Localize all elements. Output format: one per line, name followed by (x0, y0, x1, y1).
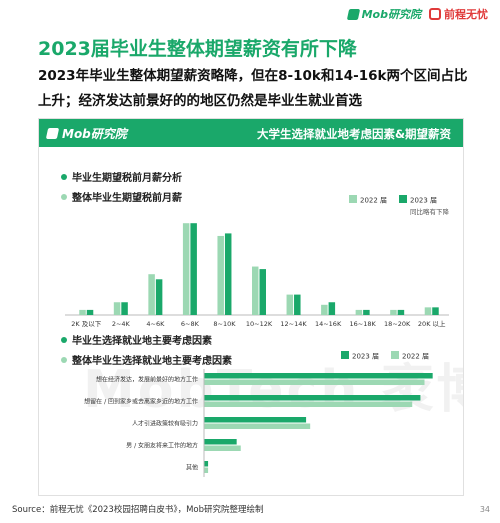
salary-tick-label: 4~6K (146, 320, 165, 328)
salary-chart: 2K 及以下 2~4K 4~6K 6~8K 8~10K 10~12K 12~14K 14~16… (65, 195, 450, 328)
page-title: 2023届毕业生整体期望薪资有所下降 (38, 38, 357, 60)
salary-bar (432, 307, 439, 315)
salary-chart-title: 整体毕业生期望税前月薪 (61, 189, 182, 204)
salary-bar (113, 302, 121, 315)
banner-logo: Mob研究院 (45, 125, 127, 142)
salary-tick-label: 20K 以上 (418, 319, 446, 328)
salary-tick-label: 2~4K (112, 320, 131, 328)
location-chart-title-text: 整体毕业生选择就业地主要考虑因素 (72, 356, 232, 367)
salary-bar (424, 307, 432, 315)
salary-bar (252, 266, 259, 315)
section-bullet-icon (61, 173, 67, 180)
salary-bar (355, 309, 363, 315)
salary-legend-label: 2023 届 (410, 197, 437, 205)
banner-logo-text: Mob研究院 (62, 127, 127, 141)
location-bar (204, 423, 311, 429)
location-legend-label: 2023 届 (352, 353, 379, 361)
location-bar (204, 379, 425, 385)
location-category-label: 人才引进政策较有吸引力 (132, 420, 198, 428)
qiancheng-logo: 前程无忧 (429, 6, 488, 22)
location-bar (204, 467, 209, 473)
qiancheng-logo-text: 前程无忧 (444, 8, 488, 21)
source-note: Source：前程无忧《2023校园招聘白皮书》，Mob研究院整理绘制 (12, 505, 264, 515)
page-subtitle: 2023年毕业生整体期望薪资略降，但在8-10k和14-16k两个区间占比上升；… (38, 68, 468, 109)
qiancheng-logo-icon (429, 8, 441, 20)
salary-bar (328, 302, 336, 315)
salary-tick-label: 14~16K (315, 320, 342, 328)
page-number: 34 (479, 505, 490, 514)
salary-tick-label: 16~18K (350, 320, 377, 328)
location-bar (204, 373, 433, 379)
mob-logo-icon (346, 8, 360, 20)
salary-section-label: 毕业生期望税前月薪分析 (72, 173, 182, 184)
mob-logo: Mob研究院 (346, 6, 421, 22)
salary-tick-label: 2K 及以下 (71, 320, 101, 328)
card-banner: Mob研究院 大学生选择就业地考虑因素&期望薪资 (39, 119, 463, 147)
salary-legend-note: 同比略有下降 (410, 207, 450, 216)
location-category-label: 男 / 女朋友将来工作的地方 (126, 442, 198, 450)
salary-chart-title-text: 整体毕业生期望税前月薪 (72, 193, 182, 204)
salary-bar (286, 294, 294, 315)
salary-bar (86, 309, 94, 315)
location-chart-title: 整体毕业生选择就业地主要考虑因素 (61, 352, 232, 367)
salary-legend-swatch (399, 195, 407, 203)
location-bar (204, 439, 237, 445)
watermark: MobTech 袤博 (83, 360, 464, 420)
salary-bar (390, 309, 397, 315)
salary-bar (224, 233, 232, 315)
location-bar (204, 401, 413, 407)
location-bar (204, 461, 209, 467)
salary-bar (155, 279, 163, 315)
salary-bar (148, 274, 155, 315)
salary-bar (363, 309, 370, 315)
salary-section-heading: 毕业生期望税前月薪分析 (61, 169, 182, 184)
salary-bar (217, 235, 224, 315)
location-bar (204, 395, 421, 401)
chart-card: Mob研究院 大学生选择就业地考虑因素&期望薪资 MobTech 袤博 毕业生期… (38, 118, 464, 496)
location-section-label: 毕业生选择就业地主要考虑因素 (72, 336, 212, 347)
salary-bar (397, 309, 405, 315)
salary-tick-label: 12~14K (280, 320, 307, 328)
location-category-label: 其他 (186, 464, 198, 472)
location-category-label: 想在经济发达，发展前景好的地方工作 (96, 376, 198, 384)
salary-legend-swatch (349, 195, 357, 203)
title-bullet-icon (61, 193, 67, 200)
location-legend-swatch (391, 351, 399, 359)
location-legend-swatch (341, 351, 349, 359)
salary-bar (121, 302, 128, 315)
banner-title: 大学生选择就业地考虑因素&期望薪资 (256, 127, 451, 141)
salary-tick-label: 8~10K (213, 320, 236, 328)
salary-legend-label: 2022 届 (360, 197, 387, 205)
location-section-heading: 毕业生选择就业地主要考虑因素 (61, 332, 212, 347)
location-legend-label: 2022 届 (402, 353, 429, 361)
mob-logo-text: Mob研究院 (361, 8, 421, 21)
salary-bar (294, 294, 301, 315)
salary-bar (259, 269, 266, 315)
location-bar (204, 445, 241, 451)
salary-tick-label: 10~12K (246, 320, 273, 328)
header-logos: Mob研究院 前程无忧 (346, 6, 488, 22)
salary-bar (190, 223, 197, 315)
location-bar (204, 417, 307, 423)
section-bullet-icon (61, 336, 67, 343)
salary-tick-label: 18~20K (384, 320, 411, 328)
banner-logo-icon (45, 128, 60, 139)
title-bullet-icon (61, 356, 67, 363)
salary-tick-label: 6~8K (181, 320, 200, 328)
salary-bar (321, 304, 328, 315)
salary-bar (182, 223, 190, 315)
location-category-label: 想留在 / 回到家乡或去离家乡近的地方工作 (84, 398, 198, 406)
salary-bar (79, 309, 86, 315)
